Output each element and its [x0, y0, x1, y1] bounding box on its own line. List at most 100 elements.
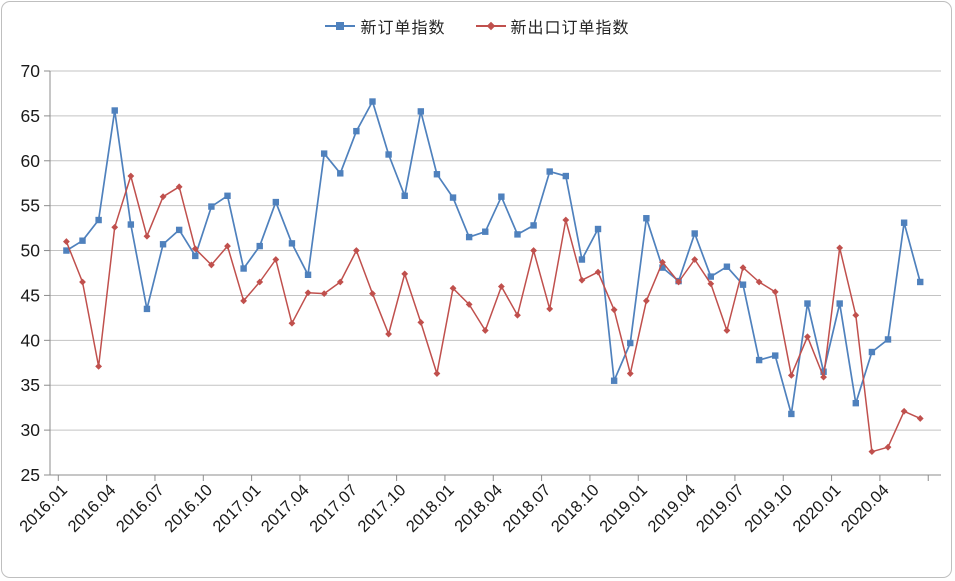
x-tick-label: 2017.07	[306, 481, 361, 536]
x-tick-label: 2016.07	[113, 481, 168, 536]
data-point-marker	[465, 301, 473, 308]
data-point-marker	[546, 168, 553, 175]
data-point-marker	[852, 399, 859, 407]
data-point-marker	[240, 297, 248, 305]
y-tick-label: 50	[21, 241, 41, 261]
y-tick-label: 60	[21, 151, 41, 171]
data-point-marker	[272, 198, 280, 206]
x-tick-label: 2018.07	[500, 481, 555, 536]
data-point-marker	[868, 348, 876, 356]
data-point-marker	[207, 261, 215, 269]
data-point-marker	[497, 283, 505, 290]
data-point-marker	[337, 170, 344, 177]
data-point-marker	[546, 305, 554, 313]
data-point-marker	[916, 415, 924, 422]
data-point-marker	[578, 276, 586, 284]
data-point-marker	[304, 271, 312, 278]
data-point-marker	[804, 300, 811, 307]
data-point-marker	[288, 319, 296, 327]
series-line-new-export-orders	[65, 175, 921, 453]
data-point-marker	[127, 221, 135, 228]
data-point-marker	[884, 443, 892, 451]
x-tick-label: 2019.04	[645, 481, 700, 536]
data-point-marker	[401, 270, 409, 278]
data-point-marker	[79, 237, 86, 244]
data-point-marker	[530, 222, 537, 229]
data-point-marker	[514, 231, 521, 238]
y-tick-label: 30	[21, 420, 41, 440]
data-point-marker	[191, 245, 199, 253]
data-point-marker	[417, 318, 425, 326]
chart-legend: 新订单指数 新出口订单指数	[0, 14, 955, 38]
data-point-marker	[739, 281, 747, 288]
data-point-marker	[578, 256, 586, 263]
data-point-marker	[127, 172, 135, 180]
x-tick-label: 2017.04	[258, 481, 313, 536]
legend-item-new-orders: 新订单指数	[325, 14, 445, 38]
data-point-marker	[691, 230, 698, 237]
data-point-marker	[63, 247, 70, 254]
data-point-marker	[256, 278, 264, 286]
data-point-marker	[642, 297, 650, 305]
data-point-marker	[723, 263, 731, 270]
x-tick-label: 2019.07	[693, 481, 748, 536]
data-point-marker	[224, 192, 231, 199]
x-tick-label: 2020.01	[789, 481, 844, 536]
data-point-marker	[272, 256, 280, 263]
data-point-marker	[192, 252, 199, 260]
data-point-marker	[449, 194, 457, 201]
data-point-marker	[659, 264, 666, 271]
data-point-marker	[175, 226, 183, 234]
data-point-marker	[449, 284, 457, 292]
data-point-marker	[498, 193, 505, 200]
data-point-marker	[610, 306, 618, 314]
data-point-marker	[482, 228, 489, 235]
data-point-marker	[369, 98, 376, 105]
data-point-marker	[755, 278, 763, 286]
data-point-marker	[900, 219, 908, 226]
data-point-marker	[417, 108, 425, 115]
data-point-marker	[465, 233, 473, 241]
data-point-marker	[610, 377, 618, 384]
data-point-marker	[771, 288, 779, 296]
data-point-marker	[787, 371, 795, 379]
data-point-marker	[594, 268, 602, 276]
data-point-marker	[63, 238, 70, 245]
data-point-marker	[627, 339, 634, 347]
data-point-marker	[95, 216, 102, 224]
x-tick-label: 2016.01	[16, 481, 71, 536]
data-point-marker	[755, 356, 763, 364]
data-point-marker	[691, 256, 699, 263]
data-point-marker	[433, 171, 441, 178]
x-tick-label: 2016.10	[161, 481, 216, 536]
data-point-marker	[143, 232, 151, 240]
y-tick-label: 25	[21, 465, 40, 485]
legend-diamond	[486, 21, 495, 31]
data-point-marker	[594, 225, 602, 233]
data-point-marker	[852, 311, 860, 319]
data-point-marker	[224, 242, 231, 250]
data-point-marker	[530, 247, 537, 254]
data-point-marker	[320, 150, 328, 157]
y-tick-label: 70	[21, 61, 41, 81]
data-point-marker	[836, 244, 844, 252]
data-point-marker	[95, 362, 103, 370]
data-point-marker	[772, 352, 779, 359]
data-point-marker	[868, 448, 876, 456]
data-point-marker	[884, 336, 892, 343]
data-point-marker	[707, 273, 714, 280]
data-point-marker	[626, 370, 634, 377]
legend-marker-square-icon	[325, 20, 356, 32]
y-tick-label: 55	[21, 196, 40, 216]
data-point-marker	[804, 333, 811, 341]
data-point-marker	[385, 330, 392, 338]
data-point-marker	[707, 280, 715, 288]
legend-item-new-export-orders: 新出口订单指数	[475, 14, 630, 38]
x-tick-label: 2018.10	[548, 481, 603, 536]
x-tick-label: 2017.01	[210, 481, 265, 536]
data-point-marker	[917, 278, 924, 286]
data-point-marker	[208, 203, 215, 210]
data-point-marker	[352, 247, 360, 254]
data-point-marker	[562, 172, 570, 180]
